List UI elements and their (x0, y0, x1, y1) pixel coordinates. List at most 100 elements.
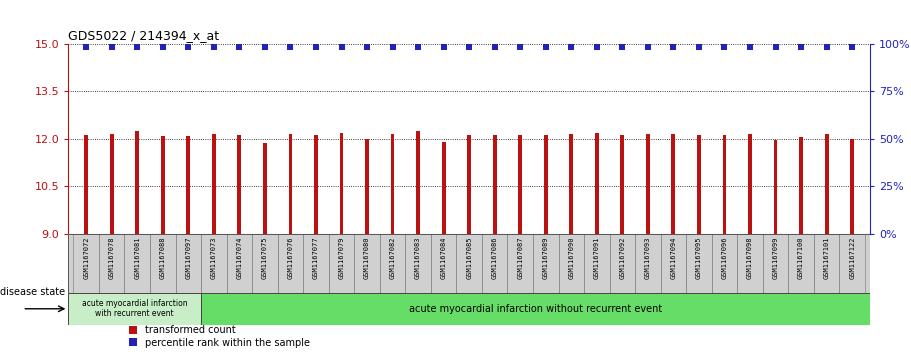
Bar (99, 234, 125, 293)
Text: acute myocardial infarction without recurrent event: acute myocardial infarction without recu… (409, 304, 662, 314)
Bar (773, 140, 777, 234)
Bar (697, 135, 701, 234)
Bar (136, 131, 139, 234)
Bar (278, 234, 303, 293)
Text: GDS5022 / 214394_x_at: GDS5022 / 214394_x_at (68, 29, 220, 42)
Text: GSM1167122: GSM1167122 (849, 237, 855, 279)
Bar (799, 137, 803, 234)
Bar (263, 143, 267, 234)
Bar (722, 135, 726, 234)
Bar (431, 234, 456, 293)
Bar (405, 234, 431, 293)
Text: GSM1167091: GSM1167091 (594, 237, 599, 279)
Bar (238, 135, 241, 234)
Text: GSM1167099: GSM1167099 (773, 237, 779, 279)
Text: disease state: disease state (0, 287, 65, 297)
Bar (544, 135, 548, 234)
Legend: transformed count, percentile rank within the sample: transformed count, percentile rank withi… (126, 322, 313, 352)
Text: GSM1167072: GSM1167072 (83, 237, 89, 279)
Text: GSM1167090: GSM1167090 (568, 237, 574, 279)
Bar (839, 234, 865, 293)
Bar (660, 234, 686, 293)
Bar (201, 234, 227, 293)
Text: GSM1167080: GSM1167080 (364, 237, 370, 279)
Text: acute myocardial infarction
with recurrent event: acute myocardial infarction with recurre… (82, 299, 188, 318)
Bar (788, 234, 814, 293)
Bar (620, 135, 624, 234)
Text: GSM1167077: GSM1167077 (313, 237, 319, 279)
Bar (161, 136, 165, 234)
Bar (467, 135, 471, 234)
Text: GSM1167084: GSM1167084 (441, 237, 446, 279)
Text: GSM1167095: GSM1167095 (696, 237, 702, 279)
Text: GSM1167079: GSM1167079 (339, 237, 344, 279)
Bar (584, 234, 609, 293)
Text: GSM1167094: GSM1167094 (670, 237, 676, 279)
Bar (85, 135, 88, 234)
Bar (595, 133, 599, 234)
Bar (737, 234, 763, 293)
Bar (646, 134, 650, 234)
Text: GSM1167081: GSM1167081 (134, 237, 140, 279)
Text: GSM1167088: GSM1167088 (159, 237, 166, 279)
Text: GSM1167076: GSM1167076 (288, 237, 293, 279)
Bar (176, 234, 201, 293)
Bar (289, 134, 292, 234)
Text: GSM1167083: GSM1167083 (415, 237, 421, 279)
Text: GSM1167082: GSM1167082 (390, 237, 395, 279)
Bar (850, 139, 854, 234)
Bar (518, 135, 522, 234)
Bar (391, 134, 394, 234)
Bar (314, 135, 318, 234)
Text: GSM1167098: GSM1167098 (747, 237, 753, 279)
Bar (74, 234, 99, 293)
Bar (354, 234, 380, 293)
Text: GSM1167085: GSM1167085 (466, 237, 472, 279)
Bar (558, 234, 584, 293)
Bar (569, 134, 573, 234)
Bar (201, 293, 870, 325)
Bar (150, 234, 176, 293)
Bar (814, 234, 839, 293)
Text: GSM1167089: GSM1167089 (543, 237, 548, 279)
Bar (442, 142, 445, 234)
Bar (482, 234, 507, 293)
Bar (380, 234, 405, 293)
Bar (187, 136, 190, 234)
Bar (252, 234, 278, 293)
Bar (635, 234, 660, 293)
Text: GSM1167074: GSM1167074 (236, 237, 242, 279)
Text: GSM1167075: GSM1167075 (262, 237, 268, 279)
Bar (68, 293, 201, 325)
Text: GSM1167100: GSM1167100 (798, 237, 804, 279)
Bar (686, 234, 711, 293)
Bar (763, 234, 788, 293)
Bar (110, 134, 114, 234)
Text: GSM1167092: GSM1167092 (619, 237, 625, 279)
Bar (533, 234, 558, 293)
Text: GSM1167086: GSM1167086 (492, 237, 497, 279)
Bar (212, 134, 216, 234)
Bar (824, 134, 828, 234)
Bar (416, 131, 420, 234)
Bar (711, 234, 737, 293)
Text: GSM1167096: GSM1167096 (722, 237, 728, 279)
Bar (671, 134, 675, 234)
Bar (493, 135, 496, 234)
Text: GSM1167078: GSM1167078 (108, 237, 115, 279)
Text: GSM1167093: GSM1167093 (645, 237, 650, 279)
Bar (340, 133, 343, 234)
Text: GSM1167097: GSM1167097 (185, 237, 191, 279)
Bar (303, 234, 329, 293)
Text: GSM1167101: GSM1167101 (824, 237, 830, 279)
Bar (609, 234, 635, 293)
Bar (748, 134, 752, 234)
Bar (456, 234, 482, 293)
Bar (329, 234, 354, 293)
Bar (365, 139, 369, 234)
Text: GSM1167073: GSM1167073 (210, 237, 217, 279)
Bar (227, 234, 252, 293)
Bar (507, 234, 533, 293)
Bar (125, 234, 150, 293)
Text: GSM1167087: GSM1167087 (517, 237, 523, 279)
